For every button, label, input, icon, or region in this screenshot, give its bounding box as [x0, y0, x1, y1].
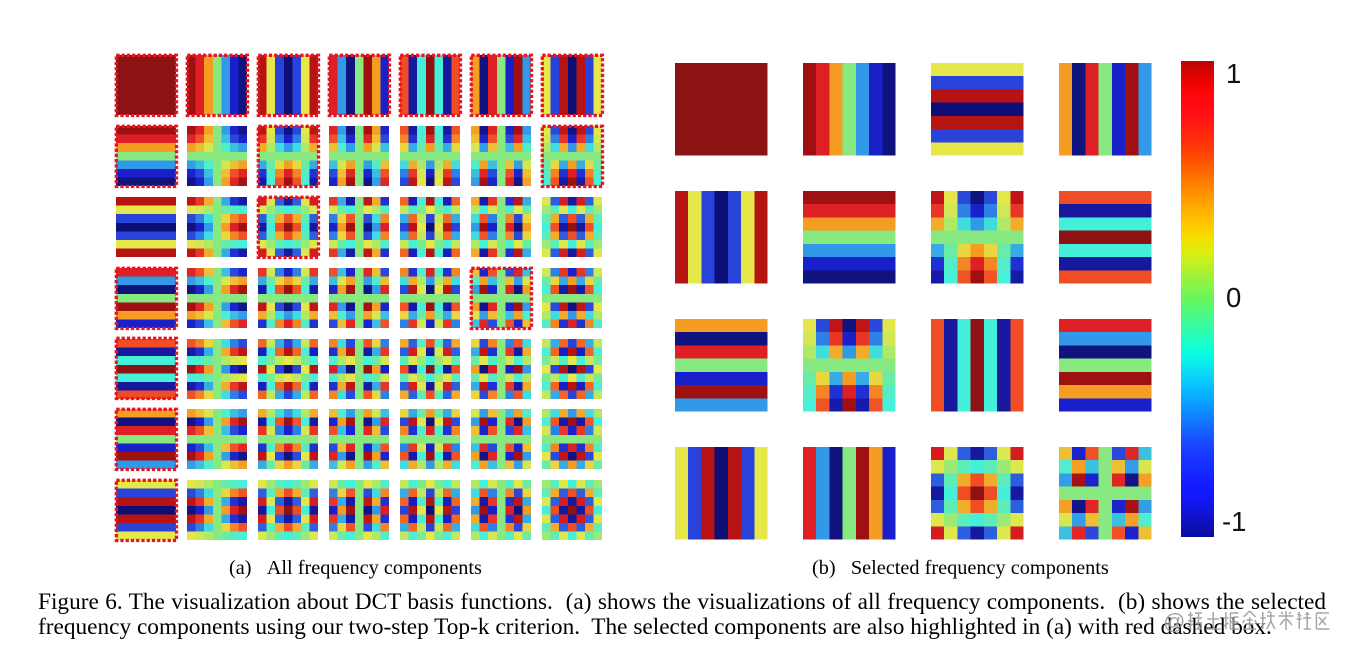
svg-text:@: @	[1163, 610, 1185, 634]
